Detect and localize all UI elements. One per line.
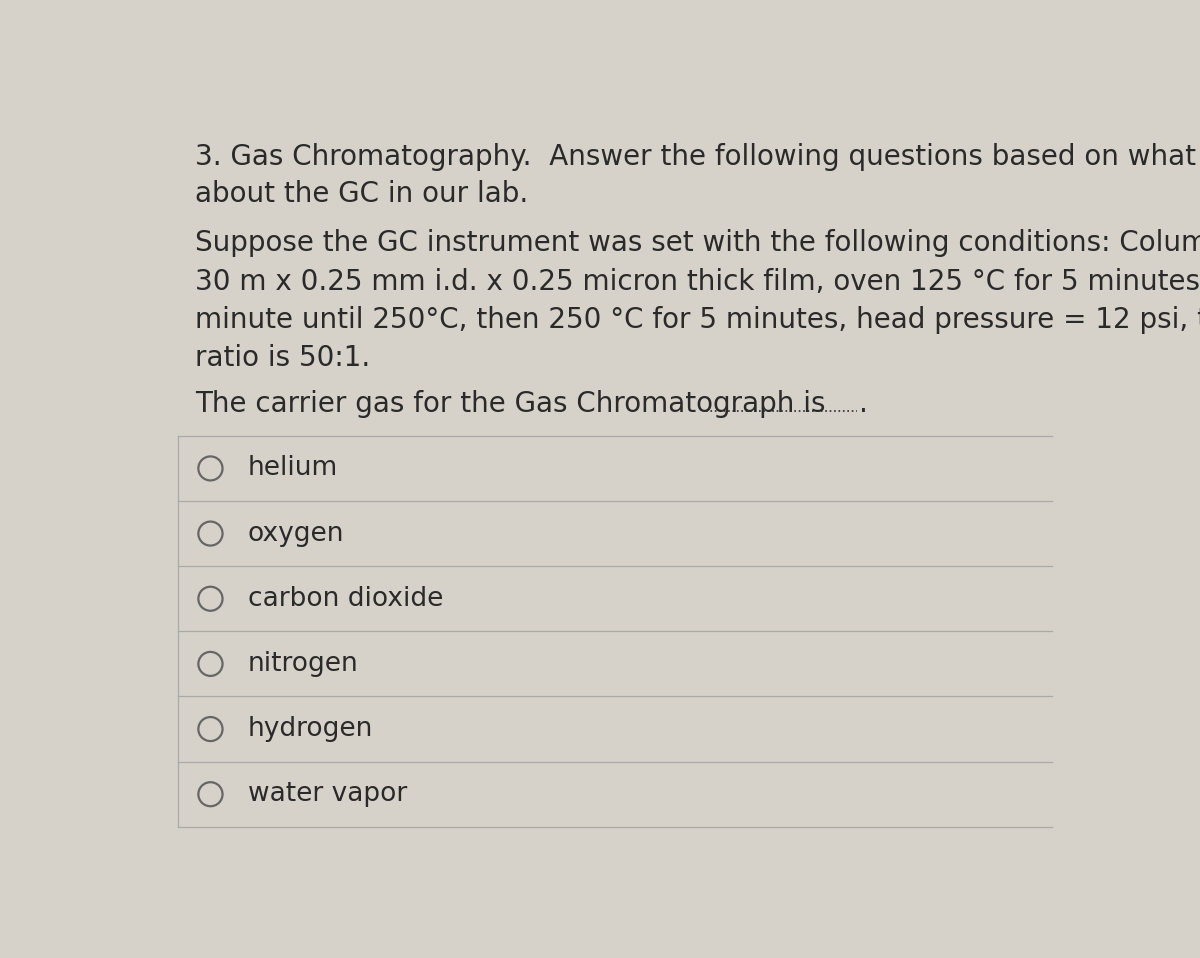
Text: helium: helium (247, 455, 338, 482)
Text: 3. Gas Chromatography.  Answer the following questions based on what you know: 3. Gas Chromatography. Answer the follow… (194, 143, 1200, 171)
Text: carbon dioxide: carbon dioxide (247, 585, 443, 612)
Text: 30 m x 0.25 mm i.d. x 0.25 micron thick film, oven 125 °C for 5 minutes, then 25: 30 m x 0.25 mm i.d. x 0.25 micron thick … (194, 267, 1200, 296)
Text: hydrogen: hydrogen (247, 716, 373, 742)
Text: oxygen: oxygen (247, 520, 344, 547)
Text: .: . (859, 390, 868, 418)
Text: water vapor: water vapor (247, 781, 407, 808)
Text: nitrogen: nitrogen (247, 650, 359, 677)
Text: about the GC in our lab.: about the GC in our lab. (194, 180, 528, 208)
Text: minute until 250°C, then 250 °C for 5 minutes, head pressure = 12 psi, then the : minute until 250°C, then 250 °C for 5 mi… (194, 306, 1200, 334)
Text: The carrier gas for the Gas Chromatograph is: The carrier gas for the Gas Chromatograp… (194, 390, 834, 418)
Text: Suppose the GC instrument was set with the following conditions: Column = Rxi-5m: Suppose the GC instrument was set with t… (194, 229, 1200, 258)
Text: ratio is 50:1.: ratio is 50:1. (194, 344, 370, 373)
